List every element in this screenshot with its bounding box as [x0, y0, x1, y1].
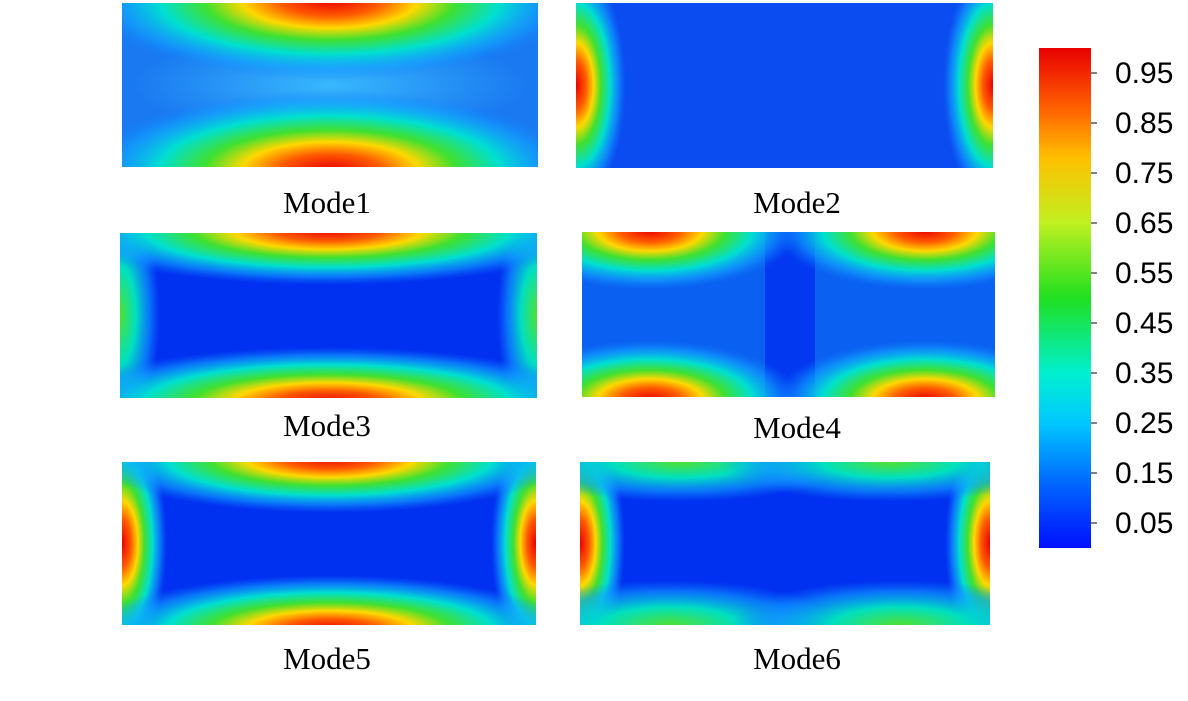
tick-label: 0.05: [1115, 507, 1173, 540]
tick-label: 0.35: [1115, 357, 1173, 390]
tick-label: 0.85: [1115, 107, 1173, 140]
panel-label: Mode6: [753, 641, 841, 676]
tick-label: 0.75: [1115, 157, 1173, 190]
tick-label: 0.15: [1115, 457, 1173, 490]
panel-label: Mode1: [283, 185, 371, 220]
panel-label: Mode5: [283, 641, 371, 676]
mode3-field: [120, 233, 537, 398]
panel-label: Mode3: [283, 408, 371, 443]
panel-label: Mode2: [753, 185, 841, 220]
mode6-field: [580, 462, 990, 625]
mode2-field: [576, 3, 993, 168]
mode4-field: [582, 232, 995, 397]
tick-label: 0.45: [1115, 307, 1173, 340]
mode1-field: [122, 3, 538, 167]
tick-label: 0.95: [1115, 57, 1173, 90]
mode5-field: [122, 462, 536, 625]
colorbar-ticks: 0.05 0.15 0.25 0.35 0.45 0.55 0.65 0.75 0.85 0.95: [1091, 57, 1173, 540]
tick-label: 0.55: [1115, 257, 1173, 290]
colorbar: [1039, 48, 1091, 548]
tick-label: 0.25: [1115, 407, 1173, 440]
panel-label: Mode4: [753, 410, 841, 445]
tick-label: 0.65: [1115, 207, 1173, 240]
